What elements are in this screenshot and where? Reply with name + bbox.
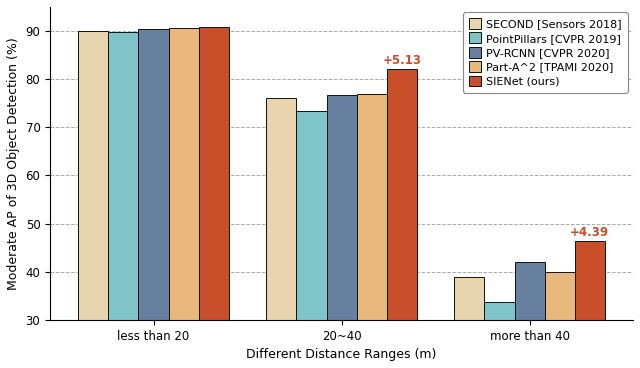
Bar xyxy=(575,241,605,320)
Bar xyxy=(545,272,575,320)
Bar xyxy=(515,262,545,320)
Bar xyxy=(108,32,138,320)
Legend: SECOND [Sensors 2018], PointPillars [CVPR 2019], PV-RCNN [CVPR 2020], Part-A^2 [: SECOND [Sensors 2018], PointPillars [CVP… xyxy=(463,13,627,92)
Text: +5.13: +5.13 xyxy=(382,54,421,67)
Bar xyxy=(326,95,356,320)
Bar xyxy=(454,277,484,320)
Bar xyxy=(198,27,228,320)
Bar xyxy=(168,28,198,320)
Bar xyxy=(356,94,387,320)
Y-axis label: Moderate AP of 3D Object Detection (%): Moderate AP of 3D Object Detection (%) xyxy=(7,37,20,290)
Text: +4.39: +4.39 xyxy=(570,226,609,239)
Bar xyxy=(387,69,417,320)
Bar xyxy=(266,98,296,320)
X-axis label: Different Distance Ranges (m): Different Distance Ranges (m) xyxy=(246,348,436,361)
Bar xyxy=(484,302,515,320)
Bar xyxy=(296,112,326,320)
Bar xyxy=(138,29,168,320)
Bar xyxy=(78,31,108,320)
